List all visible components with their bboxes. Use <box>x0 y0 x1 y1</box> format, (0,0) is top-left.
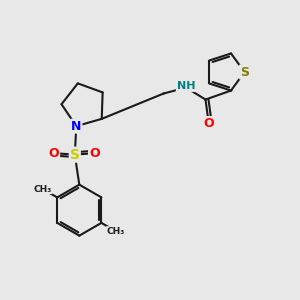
Text: NH: NH <box>177 81 195 91</box>
Text: O: O <box>89 147 100 160</box>
Text: CH₃: CH₃ <box>106 226 125 236</box>
Text: S: S <box>70 148 80 162</box>
Text: S: S <box>240 65 249 79</box>
Text: N: N <box>71 120 82 133</box>
Text: O: O <box>203 117 214 130</box>
Text: CH₃: CH₃ <box>34 184 52 194</box>
Text: O: O <box>49 147 59 160</box>
